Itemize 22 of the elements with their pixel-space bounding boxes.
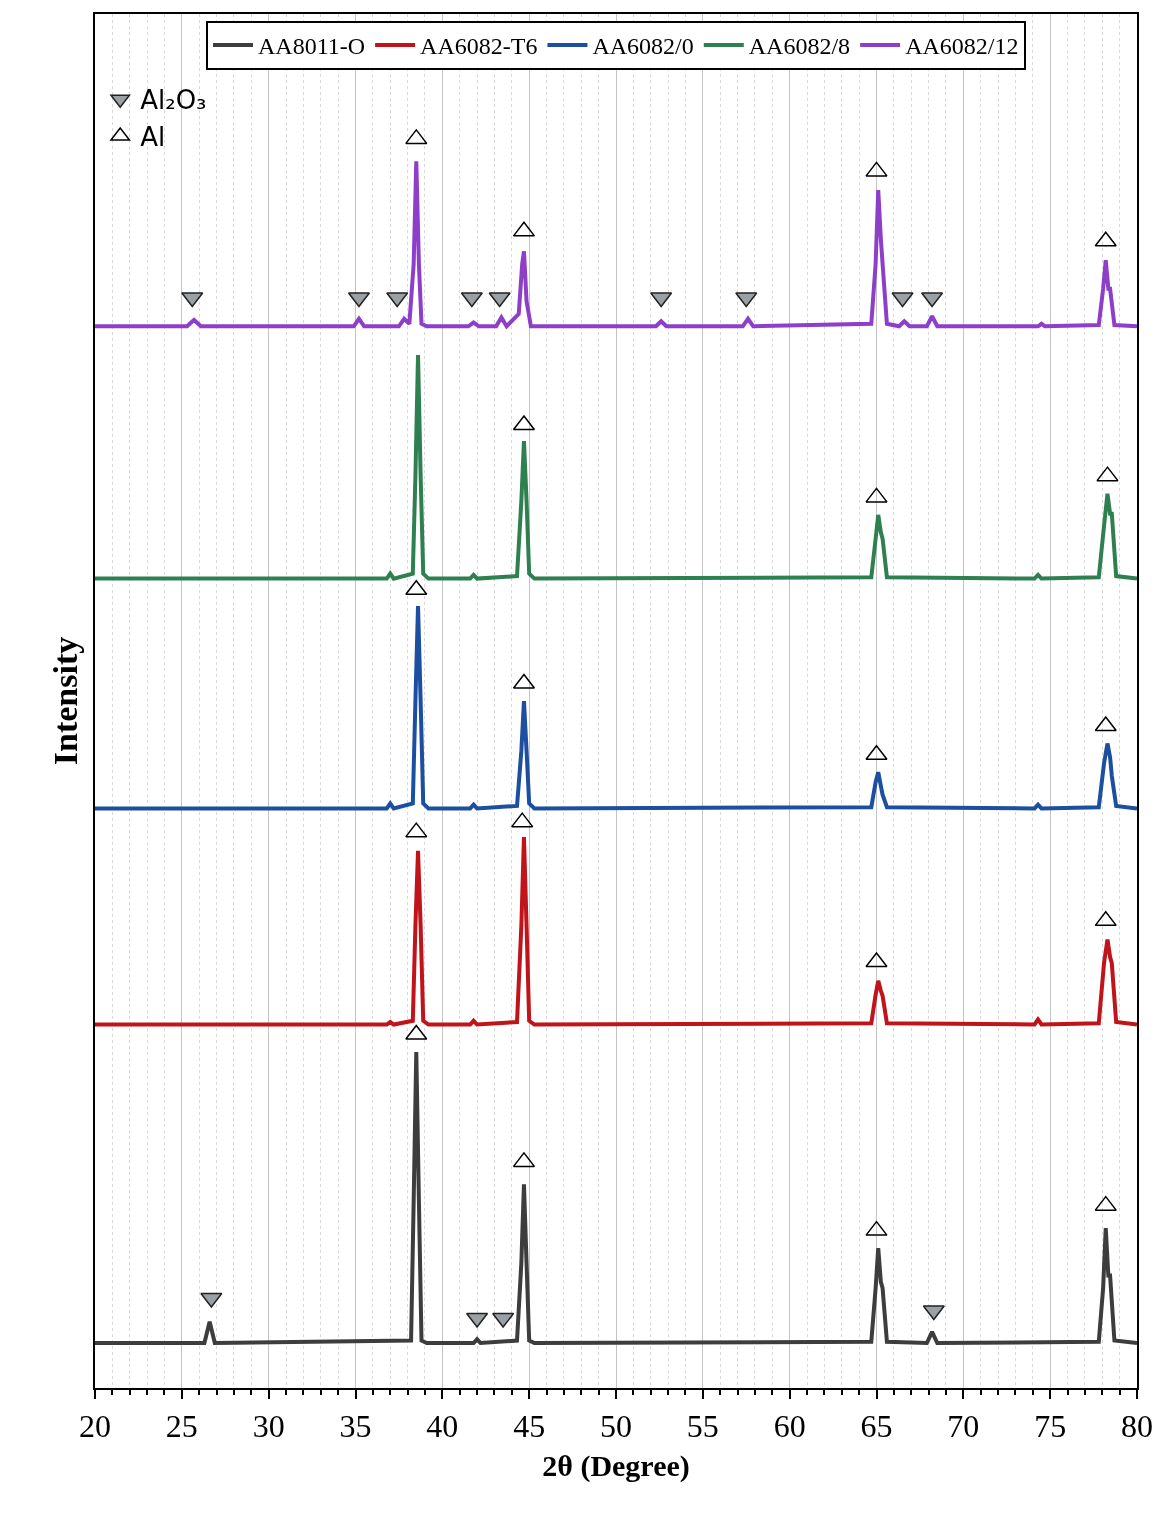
legend-label: AA6082/12 [905, 33, 1019, 60]
x-tick-label: 35 [339, 1408, 372, 1445]
legend-label: AA6082/8 [748, 33, 851, 60]
legend-label: Al₂O₃ [140, 85, 207, 116]
y-axis-title: Intensity [47, 636, 85, 766]
x-tick-label: 30 [252, 1408, 285, 1445]
x-tick-label: 65 [860, 1408, 893, 1445]
x-tick-label: 50 [600, 1408, 632, 1445]
legend-label: AA6082/0 [592, 33, 694, 60]
x-tick-label: 80 [1121, 1408, 1153, 1445]
x-tick-label: 40 [426, 1408, 459, 1445]
x-tick-label: 55 [686, 1408, 719, 1445]
x-tick-label: 60 [773, 1408, 806, 1445]
x-tick-label: 75 [1034, 1408, 1067, 1445]
x-tick-label: 25 [165, 1408, 198, 1445]
legend-label: AA8011-O [258, 33, 366, 60]
x-tick-label: 70 [947, 1408, 980, 1445]
x-tick-label: 45 [513, 1408, 546, 1445]
legend-label: Al [140, 122, 166, 153]
x-tick-label: 20 [79, 1408, 111, 1445]
legend-label: AA6082-T6 [420, 33, 538, 60]
x-axis-title: 2θ (Degree) [542, 1449, 690, 1484]
